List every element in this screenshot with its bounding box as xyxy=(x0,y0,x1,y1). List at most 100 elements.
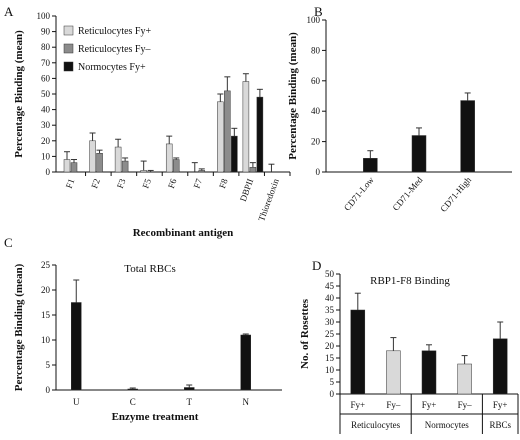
panel-a-legend-label: Normocytes Fy+ xyxy=(78,62,146,73)
panel-d-bar xyxy=(421,350,437,395)
panel-a-x-tick-label: F2 xyxy=(89,177,102,189)
panel-c: C 0 5 10 15 20 25 Total RBCs U C T N Percentage Bind… xyxy=(4,235,282,423)
panel-d-y-axis-label: No. of Rosettes xyxy=(299,298,311,369)
panel-c-bar xyxy=(71,302,82,391)
panel-d-y-tick-label: 50 xyxy=(325,269,335,279)
panel-b-x-tick-label: CD71-High xyxy=(438,174,473,213)
panel-d-group-label: Normocytes xyxy=(425,420,469,430)
panel-d-y-tick-label: 35 xyxy=(325,305,335,315)
panel-c-y-tick-label: 15 xyxy=(41,310,51,320)
panel-a-y-tick-label: 10 xyxy=(41,151,51,161)
panel-b-y-tick-label: 40 xyxy=(311,106,321,116)
panel-c-y-tick-label: 0 xyxy=(46,385,51,395)
panel-b-y-tick-label: 80 xyxy=(311,45,321,55)
panel-a-y-tick-label: 80 xyxy=(41,42,51,52)
panel-d-bar xyxy=(457,363,472,395)
panel-d-y-tick-label: 45 xyxy=(325,281,335,291)
panel-d-x-tick-label: Fy– xyxy=(458,400,473,410)
panel-c-y-axis-label: Percentage Binding (mean) xyxy=(13,263,25,391)
panel-a-bar xyxy=(249,167,257,173)
panel-a-bar xyxy=(114,146,122,173)
panel-a-y-tick-label: 0 xyxy=(46,167,51,177)
panel-a-bar xyxy=(96,153,103,173)
panel-a-bar xyxy=(121,160,129,173)
panel-a-legend-swatch xyxy=(63,25,74,36)
panel-b-bar xyxy=(411,135,427,173)
panel-a-bar xyxy=(217,101,224,173)
panel-a-y-tick-label: 100 xyxy=(37,11,51,21)
panel-a-label: A xyxy=(4,4,14,19)
panel-d-y-tick-label: 30 xyxy=(325,317,335,327)
panel-c-x-tick-label: T xyxy=(187,397,193,407)
panel-b-bar xyxy=(363,158,378,173)
panel-d-y-tick-label: 25 xyxy=(325,329,335,339)
panel-a-x-tick-label: Thioredoxin xyxy=(256,177,281,223)
panel-d-label: D xyxy=(312,258,321,273)
panel-c-title: Total RBCs xyxy=(124,263,176,275)
panel-a-y-tick-label: 30 xyxy=(41,120,51,130)
panel-a-x-tick-label: F5 xyxy=(140,177,153,190)
panel-a-y-axis-label: Percentage Binding (mean) xyxy=(13,30,25,158)
panel-a-bar xyxy=(231,135,238,173)
panel-d-y-tick-label: 40 xyxy=(325,293,335,303)
panel-b-y-tick-label: 20 xyxy=(311,137,321,147)
panel-d-title: RBP1-F8 Binding xyxy=(370,275,450,287)
panel-a-x-axis-label: Recombinant antigen xyxy=(133,227,234,239)
panel-a-y-tick-label: 60 xyxy=(41,73,51,83)
panel-a-bar xyxy=(256,96,264,173)
panel-a-bar xyxy=(70,162,78,173)
panel-d-bar xyxy=(386,350,401,395)
panel-a-y-tick-label: 40 xyxy=(41,105,51,115)
panel-b-label: B xyxy=(314,4,323,19)
panel-a-legend-label: Reticulocytes Fy– xyxy=(78,44,151,55)
panel-b-y-tick-label: 100 xyxy=(307,15,321,25)
panel-a-x-tick-label: F3 xyxy=(115,177,128,190)
panel-c-bar xyxy=(127,388,138,391)
panel-c-x-tick-label: U xyxy=(73,397,80,407)
panel-d-x-tick-label: Fy– xyxy=(386,400,401,410)
panel-a-y-tick-label: 90 xyxy=(41,27,51,37)
panel-a-legend-label: Reticulocytes Fy+ xyxy=(78,26,151,37)
panel-c-bar xyxy=(184,387,195,391)
panel-b-y-tick-label: 60 xyxy=(311,76,321,86)
panel-c-x-tick-label: N xyxy=(243,397,250,407)
panel-a-x-tick-label: F7 xyxy=(192,177,205,190)
panel-a-bar xyxy=(242,81,250,173)
panel-d-x-tick-label: Fy+ xyxy=(422,400,437,410)
panel-d-y-tick-label: 10 xyxy=(325,365,335,375)
panel-c-x-tick-label: C xyxy=(130,397,136,407)
panel-d-y-tick-label: 5 xyxy=(330,377,335,387)
panel-d-x-tick-label: Fy+ xyxy=(493,400,508,410)
panel-a-x-tick-label: F1 xyxy=(64,177,77,189)
panel-c-x-axis-label: Enzyme treatment xyxy=(112,411,199,423)
panel-a-bar xyxy=(89,140,96,173)
panel-d-bar xyxy=(492,338,508,395)
panel-a-y-tick-label: 50 xyxy=(41,89,51,99)
panel-a-x-tick-label: DBPII xyxy=(238,177,255,203)
panel-c-y-tick-label: 5 xyxy=(46,360,51,370)
panel-c-y-tick-label: 10 xyxy=(41,335,51,345)
panel-a-legend-swatch xyxy=(63,61,74,72)
panel-b-y-axis-label: Percentage Binding (mean) xyxy=(287,32,299,160)
panel-d-y-tick-label: 0 xyxy=(330,389,335,399)
panel-b: B 0 20 40 60 80 100 CD71-Low CD71-Med CD71-High Pe… xyxy=(287,4,512,214)
panel-a-bar xyxy=(172,159,180,173)
panel-a-bar xyxy=(165,143,173,173)
panel-d-group-label: Reticulocytes xyxy=(351,420,400,430)
panel-d-bar xyxy=(350,309,366,395)
panel-a-y-tick-label: 70 xyxy=(41,58,51,68)
panel-c-y-tick-label: 25 xyxy=(41,260,51,270)
panel-a-bar xyxy=(140,170,147,173)
panel-a-legend-swatch xyxy=(63,43,74,54)
panel-a-y-tick-label: 20 xyxy=(41,136,51,146)
panel-c-y-tick-label: 20 xyxy=(41,285,51,295)
panel-c-bar xyxy=(240,334,251,391)
panel-c-label: C xyxy=(4,235,13,250)
panel-d-x-tick-label: Fy+ xyxy=(351,400,366,410)
panel-a-bar xyxy=(63,159,71,173)
panel-a-x-tick-label: F8 xyxy=(217,177,230,190)
panel-b-x-tick-label: CD71-Med xyxy=(391,174,425,212)
panel-a-x-tick-label: F6 xyxy=(166,177,179,190)
panel-d-y-tick-label: 15 xyxy=(325,353,335,363)
panel-a-bar xyxy=(224,90,231,173)
